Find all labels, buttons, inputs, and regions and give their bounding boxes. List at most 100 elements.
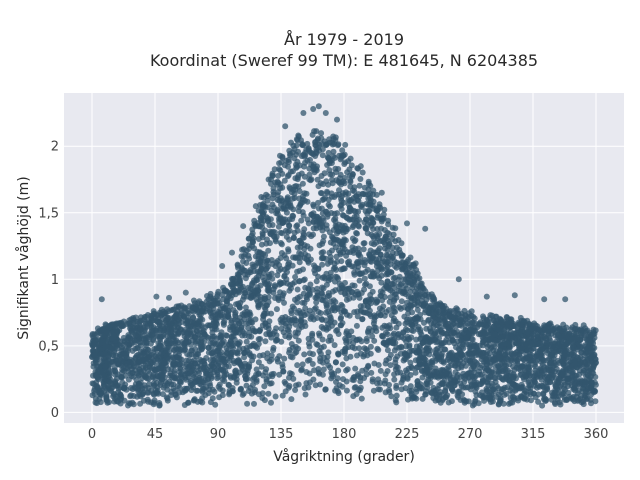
data-point (304, 296, 310, 303)
data-point (243, 338, 250, 345)
data-point (435, 316, 442, 323)
data-point (392, 356, 399, 363)
data-point (572, 330, 579, 337)
data-point (210, 363, 217, 370)
data-point (282, 199, 289, 206)
data-point (402, 282, 409, 288)
data-point (299, 180, 306, 187)
data-point (475, 371, 482, 378)
data-point (263, 376, 270, 383)
data-point (581, 392, 588, 399)
data-point (556, 369, 563, 376)
data-point (286, 259, 293, 266)
data-point (407, 359, 414, 366)
data-point (273, 306, 280, 313)
data-point (144, 375, 151, 382)
data-point (246, 364, 253, 371)
data-point (250, 235, 257, 242)
data-point (236, 302, 242, 309)
data-point (331, 210, 338, 217)
data-point (491, 337, 498, 344)
data-point (301, 163, 308, 170)
data-point (371, 324, 378, 331)
data-point (310, 151, 317, 158)
data-point (375, 212, 382, 219)
data-point (366, 255, 373, 262)
data-point (268, 399, 274, 406)
data-point (531, 373, 538, 380)
data-point (296, 250, 303, 256)
data-point (543, 339, 550, 346)
data-point (325, 149, 332, 156)
data-point (322, 386, 329, 393)
data-point (426, 371, 433, 378)
data-point (383, 329, 389, 336)
data-point (448, 398, 455, 405)
data-point (379, 324, 386, 331)
data-point (149, 331, 156, 338)
data-point (177, 315, 184, 322)
data-point (416, 358, 423, 365)
data-point (570, 349, 577, 356)
data-point (295, 337, 302, 344)
data-point (394, 259, 401, 266)
data-point (356, 182, 363, 189)
data-point (332, 134, 339, 141)
data-point (382, 233, 389, 240)
data-point (184, 385, 190, 392)
data-point (478, 356, 485, 363)
data-point (352, 291, 359, 298)
data-point (385, 285, 392, 292)
data-point (282, 333, 289, 340)
data-point (480, 313, 486, 320)
data-point (422, 291, 429, 298)
data-point (319, 222, 325, 229)
data-point (453, 305, 460, 312)
data-point (340, 265, 347, 272)
data-point (293, 142, 300, 149)
data-point (289, 216, 296, 222)
data-point (503, 374, 510, 381)
data-point (369, 268, 376, 275)
data-point (208, 335, 215, 342)
data-point (455, 360, 462, 367)
data-point (266, 274, 273, 281)
data-point (120, 364, 127, 371)
data-point (382, 360, 389, 367)
data-point (121, 397, 128, 404)
data-point (185, 310, 192, 317)
data-point (294, 309, 301, 316)
data-point (393, 385, 400, 391)
data-point (323, 141, 330, 148)
data-point (329, 171, 336, 178)
data-point (516, 335, 523, 342)
data-point (114, 382, 121, 389)
data-point (350, 393, 357, 400)
data-point (187, 341, 194, 348)
data-point (238, 385, 244, 392)
data-point (250, 263, 257, 270)
data-point (383, 271, 390, 278)
data-point (203, 370, 209, 377)
data-point (338, 181, 345, 188)
data-point (358, 308, 364, 315)
data-point (408, 327, 415, 334)
data-point (232, 349, 239, 356)
data-point (342, 279, 348, 286)
data-point (261, 383, 268, 390)
data-point (125, 347, 131, 354)
data-point (276, 160, 283, 167)
data-point (344, 366, 351, 373)
data-point (196, 370, 202, 377)
data-point (398, 298, 405, 305)
data-point (120, 318, 127, 325)
data-point (156, 402, 163, 408)
data-point (128, 366, 135, 372)
data-point (317, 310, 324, 317)
data-point (363, 338, 370, 345)
data-point (371, 337, 378, 344)
data-point (141, 351, 148, 358)
data-point (268, 356, 275, 363)
data-point (334, 375, 341, 382)
data-point (282, 216, 289, 223)
